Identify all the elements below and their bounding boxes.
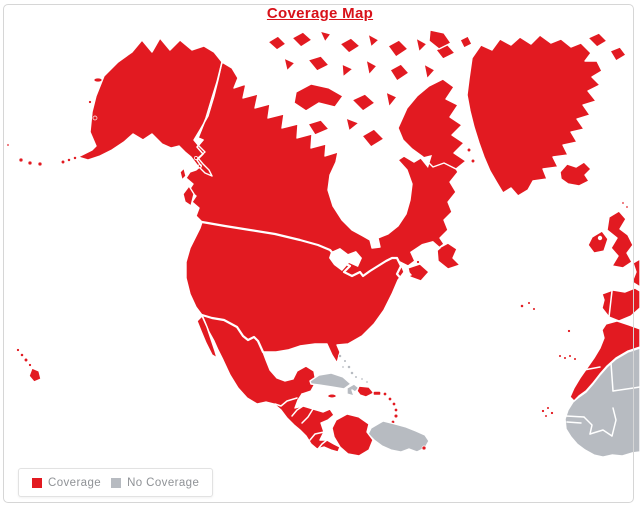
- region-southampton-island: [361, 128, 385, 148]
- alaska-canada-border: [196, 61, 223, 167]
- region-morocco: [569, 320, 640, 402]
- gambia-border: [566, 421, 582, 424]
- national-borders: [196, 61, 640, 450]
- nicaragua-costa-rica-border: [309, 431, 325, 441]
- region-haida-gwaii: [179, 167, 187, 181]
- greenland-west-islets: [466, 147, 476, 164]
- region-shetland: [621, 201, 629, 209]
- region-azores: [520, 301, 536, 311]
- belize-border: [298, 393, 303, 403]
- region-cape-verde: [541, 406, 554, 418]
- region-cuba: [309, 372, 352, 390]
- region-hawaii: [16, 348, 42, 383]
- coverage-label: Coverage: [48, 476, 102, 489]
- spain-portugal-border: [608, 290, 613, 318]
- ireland-ring: [597, 235, 603, 241]
- legend-item-no-coverage: No Coverage: [111, 477, 199, 489]
- morocco-western-sahara-border: [583, 366, 601, 371]
- us-canada-border: [200, 220, 406, 284]
- region-united-kingdom: [606, 201, 634, 269]
- region-canary-islands: [558, 354, 577, 361]
- region-nova-scotia: [407, 263, 430, 282]
- costa-rica-panama-border: [317, 439, 328, 450]
- region-dominican-republic: [356, 385, 375, 398]
- maine-new-brunswick-border: [400, 263, 412, 276]
- mali-niger-border: [612, 386, 640, 392]
- region-madeira: [567, 329, 571, 333]
- legend-item-coverage: Coverage: [32, 477, 101, 489]
- region-haiti: [346, 383, 360, 397]
- region-newfoundland: [436, 242, 461, 270]
- region-ne-greenland-islands: [587, 32, 627, 62]
- mauritania-mali-border: [610, 362, 614, 392]
- region-north-america-mainland: [185, 61, 459, 453]
- region-greenland: [466, 32, 627, 197]
- region-ireland: [587, 230, 609, 254]
- region-france: [631, 258, 640, 288]
- legend: Coverage No Coverage: [18, 468, 214, 497]
- region-bahamas: [338, 354, 358, 379]
- page-title: Coverage Map: [266, 5, 374, 22]
- region-iberia: [601, 287, 640, 322]
- region-alaska: [6, 37, 223, 177]
- mauritania-senegal-border: [565, 415, 585, 418]
- coverage-swatch: [32, 477, 42, 488]
- region-vancouver-island: [182, 185, 195, 207]
- us-mexico-border: [200, 313, 265, 354]
- region-aleutian-islands: [6, 143, 77, 167]
- guatemala-honduras-border: [291, 405, 304, 417]
- region-venezuela-guyana: [367, 420, 430, 453]
- region-bering-islands: [88, 77, 202, 168]
- region-lesser-antilles: [382, 391, 399, 425]
- guinea-mali-border: [589, 429, 613, 437]
- region-trinidad: [421, 445, 427, 451]
- region-colombia: [331, 413, 374, 457]
- ungava-bay-water: [420, 155, 432, 168]
- region-baffin-island: [397, 78, 467, 170]
- no-coverage-swatch: [111, 477, 122, 488]
- great-lakes-water: [329, 248, 362, 271]
- no-coverage-label: No Coverage: [127, 476, 200, 489]
- mexico-guatemala-border: [274, 397, 298, 407]
- honduras-nicaragua-border: [301, 408, 314, 424]
- region-arctic-islands: [267, 29, 473, 136]
- region-puerto-rico: [372, 390, 382, 397]
- senegal-guinea-border: [583, 416, 593, 435]
- region-turks-caicos: [360, 377, 369, 384]
- region-iceland: [559, 161, 592, 187]
- mali-ivory-coast-border: [611, 407, 617, 437]
- region-baja-california: [196, 315, 218, 359]
- region-jamaica: [326, 393, 338, 399]
- region-pei: [416, 260, 420, 264]
